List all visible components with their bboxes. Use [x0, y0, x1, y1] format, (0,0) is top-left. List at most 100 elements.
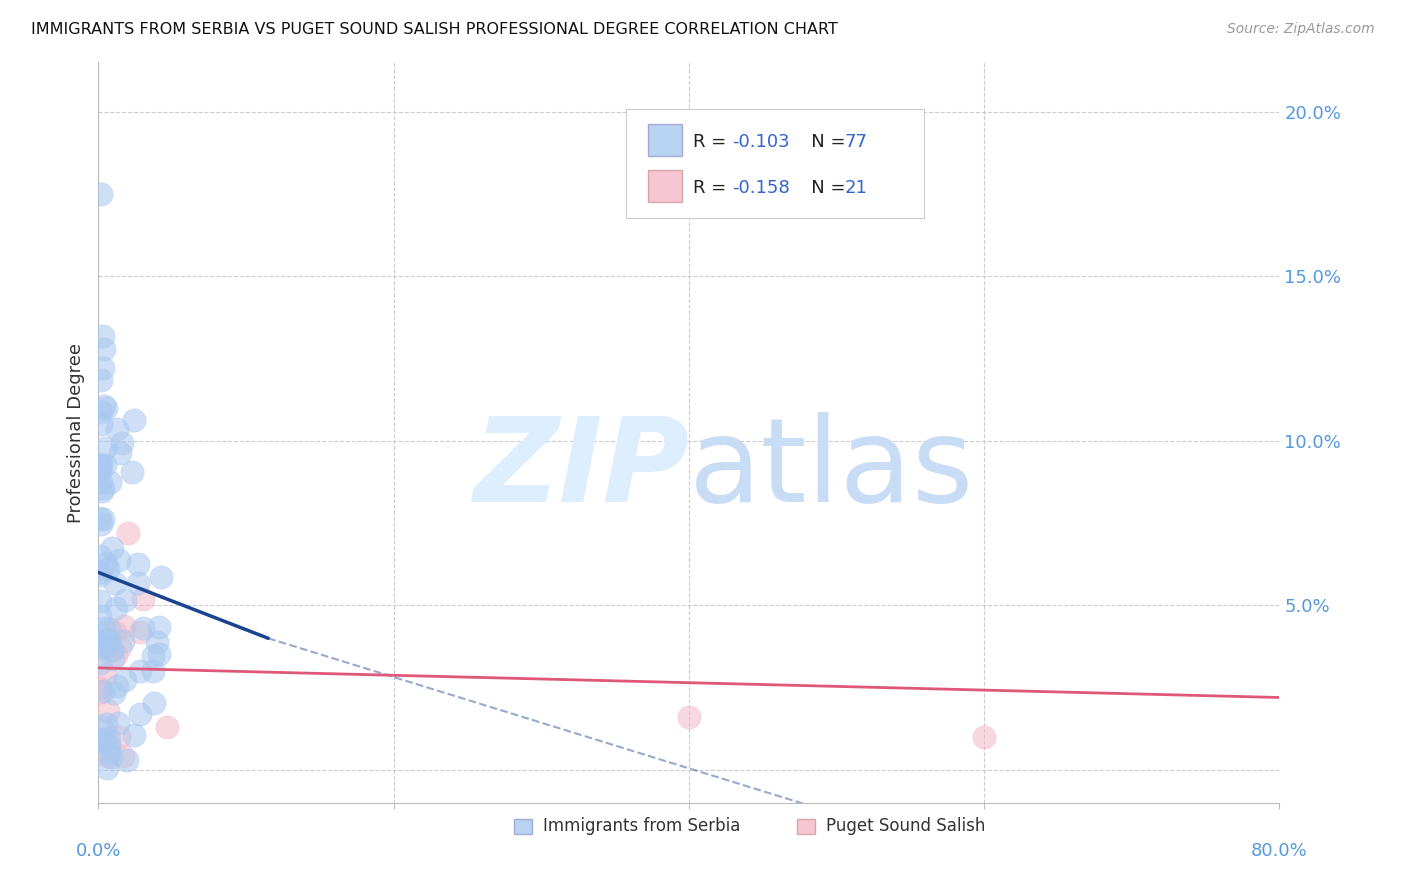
Point	[91, 361, 114, 376]
Point	[105, 422, 128, 436]
Point	[132, 591, 155, 606]
Point	[89, 594, 111, 608]
Point	[156, 720, 179, 734]
Point	[111, 749, 134, 764]
Point	[90, 475, 112, 489]
Point	[100, 642, 122, 657]
Point	[89, 566, 111, 580]
Point	[89, 462, 111, 476]
Point	[90, 733, 112, 747]
Point	[91, 720, 114, 734]
Point	[146, 635, 169, 649]
Text: 21: 21	[845, 178, 868, 196]
Point	[128, 665, 150, 679]
Point	[91, 684, 114, 698]
Text: 77: 77	[845, 133, 868, 151]
Point	[128, 707, 150, 722]
Point	[148, 647, 170, 661]
Point	[142, 696, 165, 710]
Point	[94, 717, 117, 731]
Point	[93, 399, 115, 413]
Point	[96, 761, 118, 775]
Point	[98, 622, 121, 636]
Point	[97, 562, 120, 576]
Point	[105, 679, 128, 693]
Point	[89, 609, 111, 624]
Point	[89, 681, 111, 695]
Point	[94, 667, 117, 681]
Point	[108, 446, 131, 460]
Point	[98, 638, 121, 652]
Point	[91, 483, 114, 498]
Point	[93, 342, 115, 356]
Point	[98, 732, 121, 747]
Point	[148, 620, 170, 634]
Point	[104, 625, 127, 640]
Text: -0.103: -0.103	[733, 133, 790, 151]
Point	[91, 328, 114, 343]
Point	[149, 569, 172, 583]
Point	[89, 656, 111, 670]
Point	[91, 733, 114, 747]
Point	[114, 673, 136, 687]
Text: R =: R =	[693, 178, 733, 196]
Text: ZIP: ZIP	[472, 412, 689, 527]
Point	[103, 685, 125, 699]
Point	[90, 404, 112, 418]
Text: N =: N =	[794, 178, 852, 196]
Point	[121, 465, 143, 479]
Point	[111, 435, 134, 450]
Point	[122, 412, 145, 426]
Text: 80.0%: 80.0%	[1251, 842, 1308, 860]
Point	[98, 475, 121, 489]
Point	[114, 593, 136, 607]
Text: 0.0%: 0.0%	[76, 842, 121, 860]
Point	[127, 558, 149, 572]
Point	[112, 618, 135, 632]
Y-axis label: Professional Degree: Professional Degree	[67, 343, 86, 523]
Point	[973, 730, 995, 744]
Point	[107, 730, 129, 744]
Point	[105, 648, 128, 662]
Point	[93, 621, 115, 635]
Point	[104, 576, 127, 591]
Point	[89, 642, 111, 657]
Point	[108, 640, 131, 655]
Point	[122, 728, 145, 742]
Point	[94, 441, 117, 455]
Text: Source: ZipAtlas.com: Source: ZipAtlas.com	[1227, 22, 1375, 37]
Point	[89, 511, 111, 525]
Text: Immigrants from Serbia: Immigrants from Serbia	[543, 817, 741, 836]
Point	[96, 639, 118, 653]
Point	[101, 541, 124, 556]
Point	[90, 458, 112, 472]
Point	[678, 710, 700, 724]
Point	[115, 753, 138, 767]
Point	[111, 633, 134, 648]
Point	[142, 649, 165, 664]
Point	[90, 516, 112, 531]
Point	[98, 634, 121, 648]
Text: R =: R =	[693, 133, 733, 151]
Point	[91, 511, 114, 525]
Point	[94, 401, 117, 415]
Point	[90, 417, 112, 432]
Point	[107, 715, 129, 730]
Point	[101, 652, 124, 666]
Point	[89, 640, 111, 654]
Point	[94, 458, 117, 473]
Point	[89, 458, 111, 473]
Point	[98, 745, 121, 759]
Text: -0.158: -0.158	[733, 178, 790, 196]
Text: N =: N =	[794, 133, 852, 151]
Text: Puget Sound Salish: Puget Sound Salish	[827, 817, 986, 836]
Point	[90, 373, 112, 387]
Point	[93, 731, 115, 746]
Point	[97, 748, 120, 763]
Point	[128, 624, 150, 639]
Point	[91, 481, 114, 495]
Point	[89, 568, 111, 582]
Point	[90, 187, 112, 202]
Point	[101, 643, 124, 657]
Point	[127, 576, 149, 591]
